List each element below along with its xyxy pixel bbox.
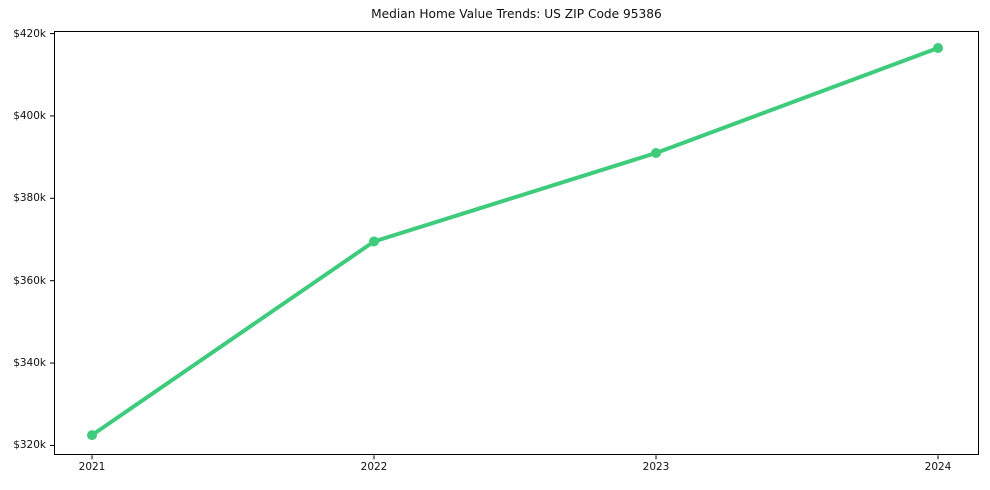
y-tick-label: $380k bbox=[13, 192, 46, 205]
x-tick-label: 2024 bbox=[924, 461, 952, 474]
chart-title: Median Home Value Trends: US ZIP Code 95… bbox=[371, 7, 662, 21]
y-tick-label: $400k bbox=[13, 109, 46, 122]
data-point-marker bbox=[87, 430, 97, 441]
trend-line bbox=[90, 46, 939, 437]
y-tick-label: $340k bbox=[13, 357, 46, 370]
y-tick-label: $360k bbox=[13, 274, 46, 287]
x-tick-label: 2022 bbox=[360, 461, 388, 474]
x-tick-label: 2023 bbox=[642, 461, 670, 474]
data-point-marker bbox=[651, 148, 661, 158]
plot-area bbox=[54, 31, 979, 455]
data-point-marker bbox=[933, 43, 943, 53]
data-point-marker bbox=[369, 236, 379, 247]
y-tick-label: $420k bbox=[13, 27, 46, 40]
y-tick-label: $320k bbox=[13, 439, 46, 452]
x-tick-label: 2021 bbox=[78, 461, 106, 474]
